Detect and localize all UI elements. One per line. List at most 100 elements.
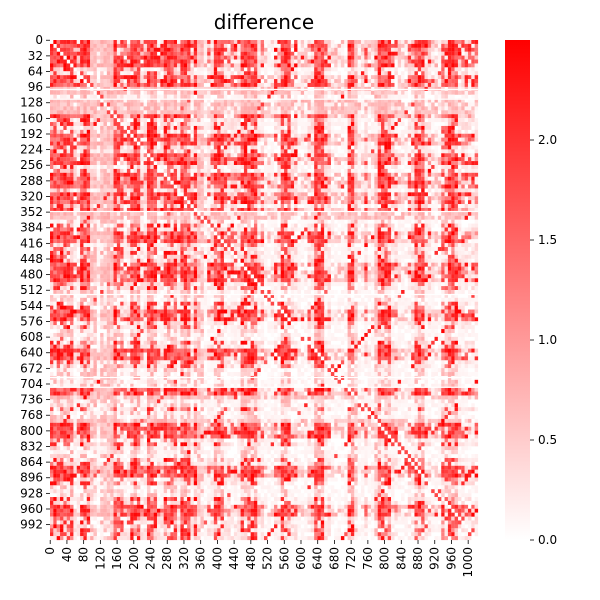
heatmap-cell [318,149,321,153]
heatmap-cell [425,130,428,134]
heatmap-cell [331,169,334,173]
heatmap-cell [274,48,277,52]
heatmap-cell [164,83,167,87]
heatmap-cell [180,63,183,67]
heatmap-cell [110,79,113,83]
heatmap-cell [147,145,150,149]
heatmap-cell [428,130,431,134]
heatmap-cell [408,79,411,83]
heatmap-cell [110,91,113,95]
heatmap-cell [234,44,237,48]
heatmap-cell [144,122,147,126]
heatmap-cell [445,196,448,200]
heatmap-cell [351,40,354,44]
heatmap-cell [378,106,381,110]
heatmap-cell [87,130,90,134]
heatmap-cell [237,44,240,48]
heatmap-cell [301,91,304,95]
heatmap-cell [130,75,133,79]
heatmap-cell [221,95,224,99]
heatmap-cell [391,142,394,146]
heatmap-cell [251,145,254,149]
heatmap-cell [224,60,227,64]
heatmap-cell [368,145,371,149]
heatmap-cell [438,153,441,157]
heatmap-cell [448,153,451,157]
heatmap-cell [287,95,290,99]
heatmap-cell [287,106,290,110]
heatmap-cell [184,56,187,60]
heatmap-cell [60,196,63,200]
heatmap-cell [241,130,244,134]
heatmap-cell [80,142,83,146]
heatmap-cell [104,83,107,87]
heatmap-cell [314,83,317,87]
heatmap-cell [190,145,193,149]
heatmap-cell [267,40,270,44]
heatmap-cell [200,196,203,200]
heatmap-cell [378,200,381,204]
heatmap-cell [67,149,70,153]
heatmap-cell [127,188,130,192]
heatmap-cell [137,192,140,196]
heatmap-cell [318,126,321,130]
heatmap-cell [264,67,267,71]
heatmap-cell [404,79,407,83]
heatmap-cell [431,110,434,114]
heatmap-cell [60,142,63,146]
heatmap-cell [414,138,417,142]
heatmap-cell [140,106,143,110]
heatmap-cell [237,181,240,185]
heatmap-cell [187,114,190,118]
heatmap-cell [90,200,93,204]
heatmap-cell [351,173,354,177]
heatmap-cell [331,40,334,44]
heatmap-cell [127,138,130,142]
heatmap-cell [241,63,244,67]
heatmap-cell [448,106,451,110]
heatmap-cell [93,44,96,48]
heatmap-cell [53,110,56,114]
heatmap-cell [90,79,93,83]
heatmap-cell [281,196,284,200]
heatmap-cell [134,177,137,181]
heatmap-cell [418,83,421,87]
heatmap-cell [174,91,177,95]
heatmap-cell [465,103,468,107]
heatmap-cell [425,75,428,79]
heatmap-cell [137,60,140,64]
heatmap-cell [53,177,56,181]
heatmap-cell [281,138,284,142]
heatmap-cell [267,118,270,122]
heatmap-cell [341,153,344,157]
heatmap-cell [438,60,441,64]
heatmap-cell [124,114,127,118]
heatmap-cell [318,56,321,60]
heatmap-cell [384,95,387,99]
heatmap-cell [348,165,351,169]
heatmap-cell [314,114,317,118]
heatmap-cell [311,161,314,165]
heatmap-cell [60,75,63,79]
heatmap-cell [455,52,458,56]
heatmap-cell [97,103,100,107]
heatmap-cell [147,130,150,134]
heatmap-cell [301,114,304,118]
heatmap-cell [254,118,257,122]
heatmap-cell [117,95,120,99]
heatmap-cell [438,91,441,95]
heatmap-cell [190,177,193,181]
heatmap-cell [100,126,103,130]
heatmap-cell [214,75,217,79]
heatmap-cell [364,63,367,67]
heatmap-cell [475,149,478,153]
heatmap-cell [348,110,351,114]
heatmap-cell [348,192,351,196]
heatmap-cell [70,79,73,83]
heatmap-cell [441,145,444,149]
heatmap-cell [307,60,310,64]
heatmap-cell [264,110,267,114]
heatmap-cell [294,83,297,87]
heatmap-cell [281,149,284,153]
heatmap-cell [184,110,187,114]
